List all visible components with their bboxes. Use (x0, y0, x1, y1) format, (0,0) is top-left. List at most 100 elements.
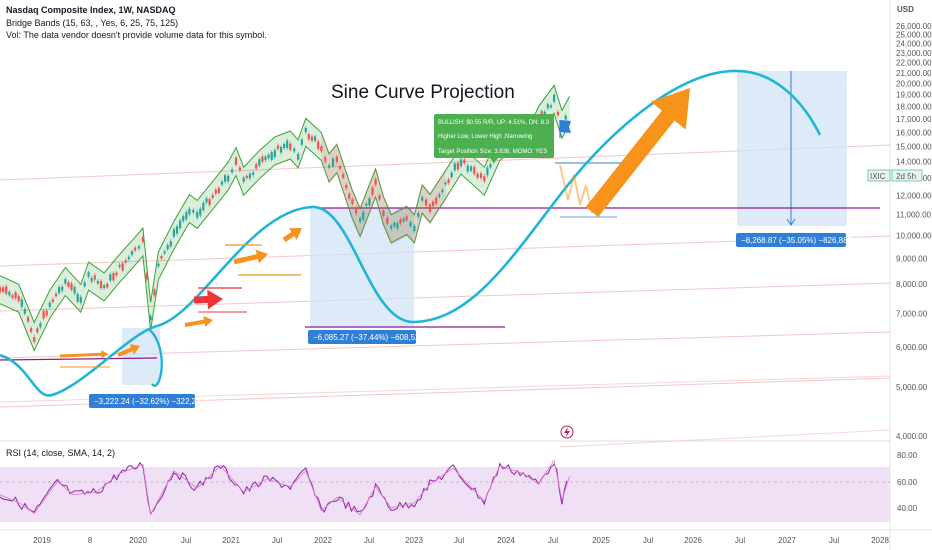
candle-body (175, 226, 179, 234)
red-arrow-2020[interactable] (193, 289, 223, 310)
candle-body (67, 282, 70, 287)
candle-body (169, 241, 172, 247)
candle-body (64, 279, 67, 284)
candle-body (61, 286, 64, 291)
orange-arrow-2021[interactable] (233, 249, 268, 265)
candle-body (76, 294, 79, 302)
candle-body (264, 156, 267, 160)
candle-body (456, 162, 459, 170)
y-tick-label: 17,000.00 (896, 115, 932, 124)
orange-arrow-2020b[interactable] (184, 316, 213, 328)
support-line-2019[interactable] (0, 357, 158, 361)
candle-body (304, 127, 307, 133)
currency-label: USD (897, 5, 914, 14)
candle-body (157, 263, 160, 267)
orange-arrow-2020[interactable] (117, 344, 140, 357)
candle-body (425, 199, 428, 206)
candle-body (546, 104, 549, 109)
candle-body (489, 164, 492, 168)
candle-body (438, 194, 441, 197)
candle-body (166, 245, 169, 250)
candle-body (109, 274, 112, 281)
candle-body (127, 256, 130, 260)
candle-body (185, 211, 188, 220)
candle-body (93, 275, 96, 280)
candle-body (297, 153, 300, 160)
candle-body (276, 145, 279, 149)
candle-body (70, 283, 73, 290)
candle-body (473, 166, 476, 174)
candle-body (362, 211, 365, 220)
candle-body (365, 203, 368, 206)
candle-body (390, 225, 393, 229)
y-tick-label: 7,000.00 (896, 309, 928, 318)
x-tick-label: Jul (548, 536, 558, 545)
candle-body (145, 273, 148, 280)
candle-body (112, 273, 115, 281)
orange-arrow-2019[interactable] (59, 350, 108, 359)
orange-arrow-2021b[interactable] (282, 228, 302, 243)
x-tick-label: 2024 (497, 536, 515, 545)
candle-body (413, 226, 416, 232)
candle-body (382, 210, 385, 216)
signal-line-2: Higher Low, Lower High ,Narrowing (438, 134, 532, 140)
signal-box[interactable]: BULLISH: $0.55 R/R, UP: 4.51%, DN: 8.3 H… (434, 114, 554, 163)
candle-body (58, 287, 61, 294)
x-tick-label: Jul (829, 536, 839, 545)
candle-body (348, 193, 351, 199)
x-tick-label: Jul (364, 536, 374, 545)
measure-label-3[interactable]: −8,268.87 (−35.05%) −826,887 (736, 233, 853, 247)
measure-label-2[interactable]: −6,085.27 (−37.44%) −608,527 (308, 330, 425, 344)
candle-body (248, 173, 251, 179)
candle-body (453, 163, 456, 171)
y-tick-label: 10,000.00 (896, 231, 932, 240)
candle-body (479, 173, 483, 179)
candle-body (421, 197, 424, 201)
sine-curve-2020[interactable] (149, 329, 163, 387)
candle-body (405, 216, 408, 221)
candle-body (11, 295, 14, 298)
candle-body (432, 201, 435, 206)
candle-body (23, 309, 26, 314)
x-tick-label: Jul (181, 536, 191, 545)
indicator-legend[interactable]: Bridge Bands (15, 63, , Yes, 6, 25, 75, … (6, 18, 179, 28)
candle-body (310, 136, 314, 141)
y-tick-label: 12,000.00 (896, 191, 932, 200)
candle-body (90, 277, 93, 282)
price-badge[interactable]: IXIC 2d 5h (867, 169, 923, 182)
projection-arrow[interactable] (585, 88, 690, 217)
flag-icon[interactable] (559, 120, 571, 138)
candle-body (224, 175, 227, 182)
lightning-icon[interactable] (560, 425, 574, 439)
candle-body (543, 111, 546, 116)
candle-body (469, 166, 473, 171)
candle-body (428, 204, 432, 212)
candle-body (466, 165, 469, 172)
candle-body (483, 176, 486, 182)
y-tick-label: 6,000.00 (896, 343, 928, 352)
candle-body (270, 152, 273, 160)
bridge-band-lower (0, 112, 571, 352)
signal-line-1: BULLISH: $0.55 R/R, UP: 4.51%, DN: 8.3 (438, 120, 550, 126)
y-tick-label: 8,000.00 (896, 280, 928, 289)
candle-body (261, 156, 264, 162)
candle-body (393, 222, 396, 227)
candle-body (137, 246, 141, 249)
y-tick-label: 11,000.00 (896, 210, 932, 219)
candle-body (342, 174, 345, 178)
candle-body (386, 217, 389, 224)
y-tick-label: 22,000.00 (896, 59, 932, 68)
candle-body (211, 194, 214, 198)
x-tick-label: 2022 (314, 536, 332, 545)
rsi-legend[interactable]: RSI (14, close, SMA, 14, 2) (6, 448, 116, 458)
drawdown-box-2020[interactable] (122, 328, 160, 385)
candle-body (245, 175, 248, 178)
candle-body (345, 185, 348, 189)
candle-body (450, 172, 453, 178)
measure-label-1[interactable]: −3,222.24 (−32.62%) −322,224 (89, 394, 206, 408)
candle-body (300, 139, 303, 145)
candle-body (368, 198, 371, 206)
candle-body (20, 299, 23, 307)
candle-body (51, 299, 54, 302)
